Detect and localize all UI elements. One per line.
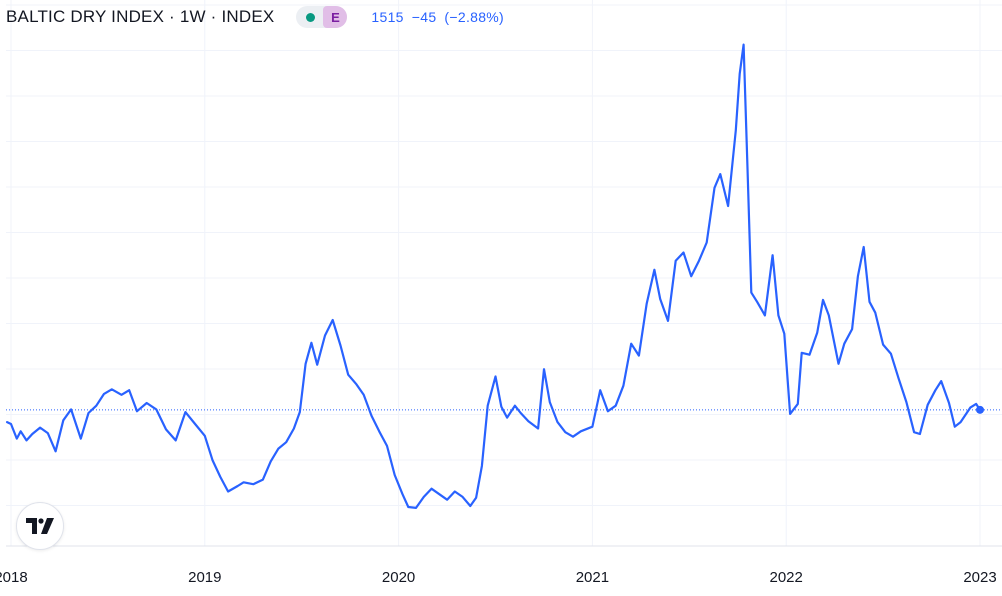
- x-tick-label: 2023: [963, 569, 996, 586]
- change-percent: (−2.88%): [444, 9, 505, 25]
- x-tick-label: 2018: [0, 569, 28, 586]
- x-tick-label: 2022: [770, 569, 803, 586]
- x-tick-label: 2020: [382, 569, 415, 586]
- symbol-legend: BALTIC DRY INDEX · 1W · INDEX E 1515 −45 (…: [6, 6, 504, 28]
- last-value: 1515: [371, 9, 404, 25]
- market-status[interactable]: E: [296, 6, 348, 28]
- x-tick-label: 2021: [576, 569, 609, 586]
- x-axis: 2018 2019 2020 2021 2022 2023: [0, 569, 997, 586]
- e-badge[interactable]: E: [323, 6, 348, 28]
- symbol-title[interactable]: BALTIC DRY INDEX · 1W · INDEX: [6, 7, 275, 26]
- price-readout: 1515 −45 (−2.88%): [371, 9, 504, 25]
- series-line: [6, 43, 982, 509]
- market-status-dot-icon: [306, 12, 316, 22]
- change-value: −45: [411, 9, 437, 25]
- last-point-marker: [976, 405, 984, 414]
- x-tick-label: 2019: [188, 569, 221, 586]
- tradingview-logo-icon[interactable]: [16, 502, 64, 550]
- grid: [6, 0, 1002, 547]
